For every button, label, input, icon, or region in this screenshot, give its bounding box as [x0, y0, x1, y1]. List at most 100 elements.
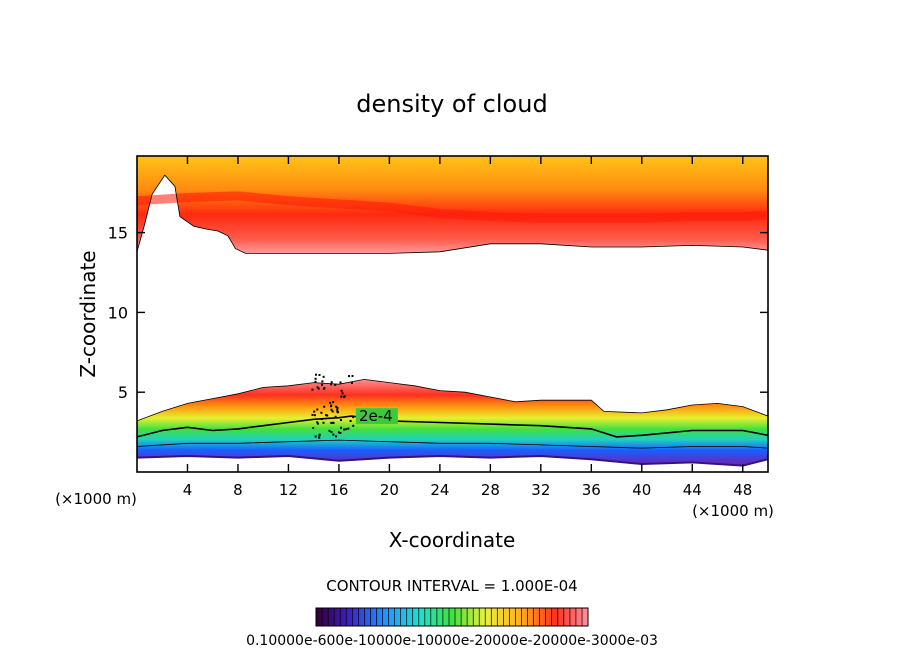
speckle-dot — [326, 414, 329, 417]
speckle-dot — [331, 410, 334, 413]
speckle-dot — [334, 383, 337, 386]
speckle-dot — [322, 421, 325, 424]
speckle-dot — [335, 405, 338, 408]
x-tick-label: 4 — [183, 481, 193, 499]
speckle-dot — [336, 406, 339, 409]
speckle-dot — [352, 416, 355, 419]
speckle-dot — [330, 405, 332, 408]
speckle-dot — [337, 431, 340, 434]
speckle-dot — [341, 392, 344, 395]
x-unit-right: (×1000 m) — [692, 502, 774, 520]
speckle-dot — [318, 436, 321, 439]
speckle-dot — [340, 389, 343, 392]
speckle-dot — [315, 373, 317, 376]
speckle-dot — [316, 421, 319, 424]
speckle-dot — [332, 401, 335, 404]
x-tick-label: 20 — [380, 481, 399, 499]
speckle-dot — [339, 432, 342, 434]
lower-cloud-top-contour — [137, 378, 768, 422]
speckle-dot — [340, 419, 342, 421]
speckle-dot — [343, 428, 345, 431]
x-tick-label: 8 — [233, 481, 243, 499]
speckle-dot — [335, 435, 337, 438]
x-tick-label: 24 — [430, 481, 449, 499]
convective-speckles — [311, 373, 355, 439]
y-tick-label: 10 — [108, 303, 128, 322]
speckle-dot — [347, 427, 350, 430]
speckle-dot — [332, 421, 335, 424]
speckle-dot — [330, 408, 333, 411]
speckle-dot — [317, 387, 320, 390]
speckle-dot — [314, 380, 317, 383]
speckle-dot — [321, 418, 323, 420]
speckle-dot — [332, 433, 335, 436]
y-tick-label: 5 — [118, 383, 128, 402]
speckle-dot — [316, 386, 319, 389]
x-tick-label: 28 — [481, 481, 500, 499]
lower-cloud-base-contour — [137, 454, 768, 467]
speckle-dot — [322, 375, 325, 378]
x-tick-label: 44 — [683, 481, 702, 499]
x-tick-label: 12 — [279, 481, 298, 499]
speckle-dot — [343, 396, 346, 398]
speckle-dot — [345, 428, 348, 431]
speckle-dot — [313, 414, 316, 417]
speckle-dot — [318, 374, 321, 376]
upper-cloud-layer — [137, 156, 768, 254]
speckle-dot — [325, 414, 327, 417]
lower-contour-line — [137, 439, 768, 449]
speckle-dot — [312, 427, 315, 429]
colorbar-divisions — [321, 608, 583, 626]
speckle-dot — [321, 383, 323, 386]
speckle-dot — [314, 377, 317, 380]
y-axis: 5 10 15 — [108, 224, 768, 402]
contour-label: 2e-4 — [359, 407, 393, 425]
speckle-dot — [330, 381, 333, 384]
speckle-dot — [321, 380, 324, 383]
x-tick-label: 40 — [632, 481, 651, 499]
speckle-dot — [313, 410, 316, 413]
speckle-dot — [330, 383, 332, 386]
speckle-dot — [311, 388, 314, 391]
y-tick-label: 15 — [108, 224, 128, 243]
x-tick-label: 16 — [329, 481, 348, 499]
x-tick-label: 36 — [582, 481, 601, 499]
speckle-dot — [337, 411, 339, 414]
speckle-dot — [349, 420, 352, 422]
speckle-dot — [322, 387, 325, 390]
contour-interval-text: CONTOUR INTERVAL = 1.000E-04 — [326, 577, 577, 595]
upper-cloud-edge-contour — [137, 174, 768, 254]
speckle-dot — [334, 415, 337, 418]
plot-area: 2e-4 — [137, 156, 768, 467]
x-tick-label: 32 — [531, 481, 550, 499]
speckle-dot — [340, 395, 343, 398]
speckle-dot — [329, 401, 332, 404]
speckle-dot — [330, 431, 333, 434]
x-tick-label: 48 — [733, 481, 752, 499]
x-axis: 4 8 12 16 20 24 28 32 36 40 44 48 — [183, 156, 752, 499]
contour-label-background — [355, 408, 398, 425]
speckle-dot — [339, 381, 342, 384]
plot-frame — [136, 155, 769, 473]
chart-title: density of cloud — [356, 90, 547, 118]
speckle-dot — [348, 375, 350, 378]
speckle-dot — [323, 405, 326, 408]
speckle-dot — [350, 382, 353, 384]
speckle-dot — [330, 422, 333, 424]
speckle-dot — [317, 422, 319, 425]
x-unit-left: (×1000 m) — [55, 490, 137, 508]
colorbar-labels: 0.10000e-600e-10000e-10000e-20000e-20000… — [246, 633, 658, 649]
speckle-dot — [328, 429, 331, 432]
speckle-dot — [340, 426, 342, 429]
speckle-dot — [336, 408, 339, 411]
speckle-dot — [352, 424, 355, 427]
speckle-dot — [316, 408, 319, 411]
speckle-dot — [314, 435, 317, 438]
speckle-dot — [351, 375, 354, 377]
speckle-dot — [318, 434, 321, 437]
colorbar-frame — [315, 607, 589, 627]
x-axis-label: X-coordinate — [389, 528, 516, 552]
upper-cloud-core-contour — [137, 191, 768, 223]
colorbar — [316, 608, 588, 626]
